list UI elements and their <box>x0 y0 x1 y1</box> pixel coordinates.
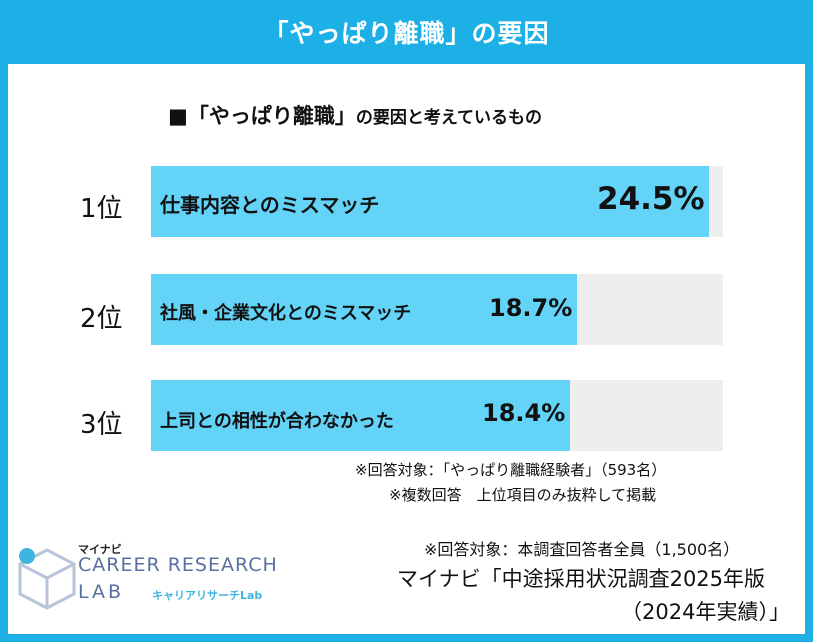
rank-label-3: 3位 <box>80 410 123 440</box>
logo-kana-text: キャリアリサーチLab <box>152 589 263 602</box>
subtitle-main: ■「やっぱり離職」 <box>168 104 356 128</box>
subtitle-rest: の要因と考えているもの <box>355 108 542 128</box>
rank-label-2: 2位 <box>80 304 123 334</box>
cube-logo-icon <box>18 548 76 610</box>
footnote-respondents: ※回答対象：本調査回答者全員（1,500名） <box>424 540 740 559</box>
bar-label-3: 上司との相性が合わなかった <box>160 411 394 432</box>
note-multiple-answers: ※複数回答 上位項目のみ抜粋して掲載 <box>389 486 657 504</box>
header-title: 「やっぱり離職」の要因 <box>263 19 550 48</box>
bar-label-1: 仕事内容とのミスマッチ <box>160 193 380 217</box>
chart-subtitle: ■「やっぱり離職」の要因と考えているもの <box>168 100 542 130</box>
chart-header: 「やっぱり離職」の要因 <box>0 0 813 64</box>
source-line-1: マイナビ「中途採用状況調査2025年版 <box>397 567 766 591</box>
bar-1 <box>151 166 709 237</box>
value-label-1: 24.5% <box>597 181 705 217</box>
chart-panel <box>8 64 805 634</box>
note-respondents: ※回答対象：「やっぱり離職経験者」（593名） <box>355 461 667 479</box>
source-line-2: （2024年実績）」 <box>621 600 790 624</box>
value-label-2: 18.7% <box>489 294 573 322</box>
value-label-3: 18.4% <box>482 399 566 427</box>
rank-label-1: 1位 <box>80 194 123 224</box>
bar-label-2: 社風・企業文化とのミスマッチ <box>160 303 412 324</box>
bar-2 <box>151 274 577 345</box>
logo-main-text: CAREER RESEARCH <box>78 554 278 576</box>
logo-lab-text: LAB <box>78 581 125 603</box>
logo-brand-small: マイナビ <box>78 543 122 556</box>
bar-3 <box>151 380 570 451</box>
